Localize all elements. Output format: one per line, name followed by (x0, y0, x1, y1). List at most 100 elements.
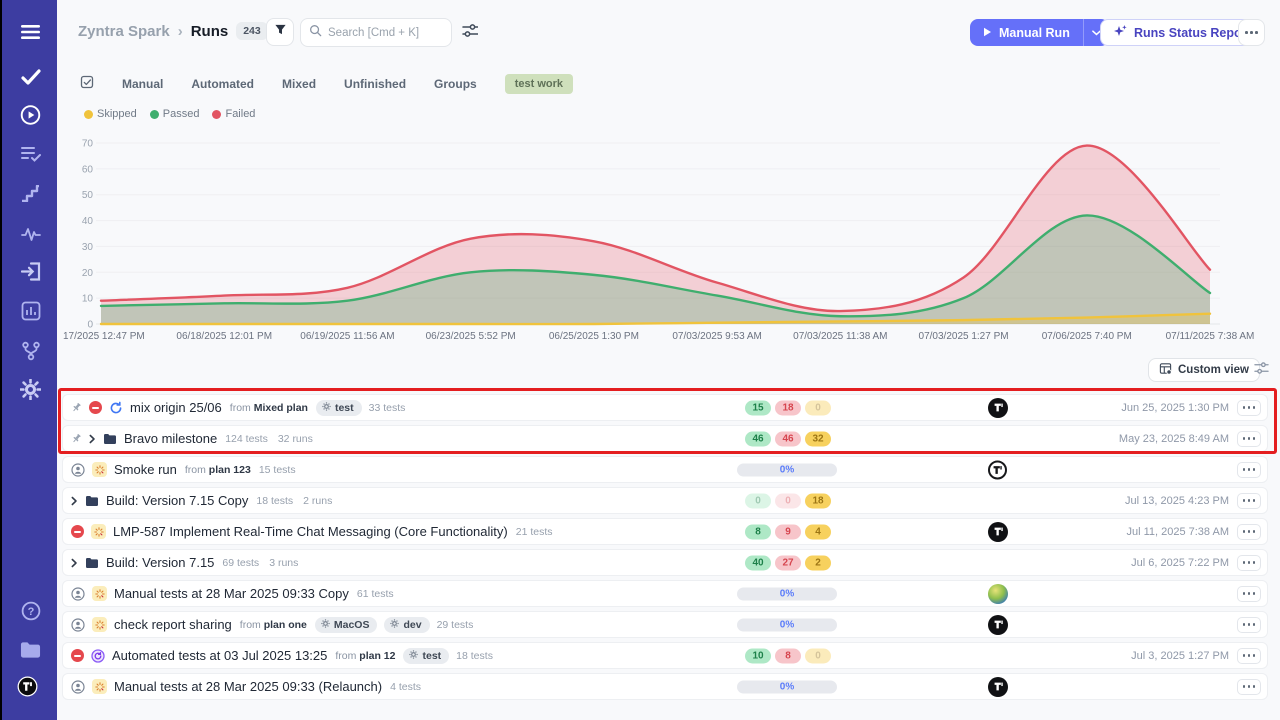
table-row[interactable]: Build: Version 7.15 Copy 18 tests 2 runs 0 0… (62, 487, 1268, 514)
bulk-edit-icon[interactable] (80, 75, 94, 94)
play-icon (983, 26, 992, 40)
projects-folder-icon[interactable] (20, 639, 41, 660)
table-row[interactable]: Manual tests at 28 Mar 2025 09:33 Copy 61… (62, 580, 1268, 607)
row-more-button[interactable] (1237, 523, 1261, 540)
filter-tabs: Manual Automated Mixed Unfinished Groups test… (80, 74, 573, 94)
run-meta: 33 tests (368, 401, 406, 414)
search-input[interactable] (328, 26, 438, 39)
row-more-button[interactable] (1237, 461, 1261, 478)
run-title[interactable]: mix origin 25/06 (130, 400, 222, 415)
table-row[interactable]: Bravo milestone 124 tests 32 runs 46 46 32 May… (62, 425, 1268, 452)
row-more-button[interactable] (1237, 399, 1261, 416)
svg-text:17/2025 12:47 PM: 17/2025 12:47 PM (63, 331, 145, 342)
view-adjustments-icon[interactable] (1254, 361, 1269, 380)
row-more-button[interactable] (1237, 678, 1261, 695)
chevron-down-icon[interactable] (1082, 19, 1109, 46)
breadcrumb-page: Runs (190, 22, 229, 40)
run-title[interactable]: Build: Version 7.15 (106, 555, 215, 570)
pill-skipped: 32 (805, 431, 831, 446)
in-progress-spinner-icon (92, 462, 107, 477)
import-icon[interactable] (20, 261, 41, 282)
table-row[interactable]: check report sharing from plan one MacOS de… (62, 611, 1268, 638)
tag-badge[interactable]: MacOS (314, 616, 378, 633)
pill-passed: 15 (745, 400, 771, 415)
chevron-right-icon[interactable] (71, 558, 78, 568)
legend-item-failed[interactable]: Failed (212, 108, 255, 120)
row-more-button[interactable] (1237, 585, 1261, 602)
tag-badge[interactable]: test (403, 647, 450, 664)
menu-icon[interactable] (20, 21, 41, 42)
search-icon (309, 24, 322, 42)
ellipsis-icon (1242, 437, 1256, 440)
check-icon[interactable] (20, 66, 41, 87)
tab-automated[interactable]: Automated (191, 77, 255, 91)
gear-icon (390, 618, 400, 631)
runs-count-badge: 243 (236, 22, 268, 40)
table-row[interactable]: mix origin 25/06 from Mixed plan test 33 te… (62, 394, 1268, 421)
header-more-button[interactable] (1238, 19, 1265, 46)
pill-failed: 9 (775, 524, 801, 539)
svg-text:07/06/2025 7:40 PM: 07/06/2025 7:40 PM (1042, 331, 1132, 342)
active-filter-tag[interactable]: test work (504, 74, 573, 94)
workspace-logo[interactable] (17, 676, 38, 697)
run-title[interactable]: Bravo milestone (124, 431, 218, 446)
table-row[interactable]: Smoke run from plan 123 15 tests 0% (62, 456, 1268, 483)
pill-passed: 0 (745, 493, 771, 508)
play-circle-icon[interactable] (20, 104, 41, 125)
tab-manual[interactable]: Manual (122, 77, 164, 91)
table-row[interactable]: Manual tests at 28 Mar 2025 09:33 (Relau… (62, 673, 1268, 700)
runs-status-report-button[interactable]: Runs Status Report (1100, 19, 1264, 46)
table-row[interactable]: Automated tests at 03 Jul 2025 13:25 from… (62, 642, 1268, 669)
run-title[interactable]: check report sharing (114, 617, 232, 632)
activity-icon[interactable] (20, 223, 41, 244)
svg-text:70: 70 (82, 139, 94, 150)
search-box[interactable] (300, 18, 452, 47)
steps-icon[interactable] (20, 183, 41, 204)
table-row[interactable]: Build: Version 7.15 69 tests 3 runs 40 27 2 Ju… (62, 549, 1268, 576)
tab-groups[interactable]: Groups (434, 77, 477, 91)
run-from: from plan 123 (184, 463, 251, 476)
tag-badge[interactable]: test (315, 399, 362, 416)
custom-view-button[interactable]: Custom view (1148, 358, 1260, 382)
ellipsis-icon (1242, 530, 1256, 533)
table-view-icon (1159, 362, 1172, 378)
svg-text:60: 60 (82, 164, 94, 175)
run-title[interactable]: Manual tests at 28 Mar 2025 09:33 Copy (114, 586, 349, 601)
ellipsis-icon (1242, 561, 1256, 564)
reports-icon[interactable] (20, 300, 41, 321)
run-meta: 124 tests (225, 432, 268, 445)
table-row[interactable]: LMP-587 Implement Real-Time Chat Messagi… (62, 518, 1268, 545)
tab-mixed[interactable]: Mixed (282, 77, 317, 91)
run-title[interactable]: Smoke run (114, 462, 177, 477)
manual-run-button[interactable]: Manual Run (970, 19, 1109, 46)
result-pills: 0 0 18 (745, 493, 831, 508)
branch-icon[interactable] (20, 340, 41, 361)
row-more-button[interactable] (1237, 616, 1261, 633)
run-title[interactable]: LMP-587 Implement Real-Time Chat Messagi… (113, 524, 508, 539)
legend-item-passed[interactable]: Passed (149, 108, 200, 120)
run-title[interactable]: Automated tests at 03 Jul 2025 13:25 (112, 648, 328, 663)
row-more-button[interactable] (1237, 492, 1261, 509)
run-title[interactable]: Build: Version 7.15 Copy (106, 493, 249, 508)
chevron-right-icon[interactable] (71, 496, 78, 506)
help-icon[interactable]: ? (20, 600, 41, 621)
pill-passed: 8 (745, 524, 771, 539)
breadcrumb-project[interactable]: Zyntra Spark (78, 22, 170, 40)
run-title[interactable]: Manual tests at 28 Mar 2025 09:33 (Relau… (114, 679, 383, 694)
chevron-right-icon[interactable] (89, 434, 96, 444)
tab-unfinished[interactable]: Unfinished (344, 77, 407, 91)
run-from: from Mixed plan (229, 401, 308, 414)
test-list-icon[interactable] (20, 144, 41, 165)
svg-text:50: 50 (82, 190, 94, 201)
avatar (988, 460, 1007, 479)
row-more-button[interactable] (1237, 430, 1261, 447)
adjustments-icon[interactable] (462, 23, 479, 43)
row-more-button[interactable] (1237, 647, 1261, 664)
filter-button[interactable] (266, 18, 294, 46)
legend-label: Passed (162, 108, 200, 120)
manual-run-label: Manual Run (999, 25, 1070, 40)
row-more-button[interactable] (1237, 554, 1261, 571)
tag-badge[interactable]: dev (384, 616, 430, 633)
legend-item-skipped[interactable]: Skipped (84, 108, 137, 120)
settings-gear-icon[interactable] (20, 379, 41, 400)
